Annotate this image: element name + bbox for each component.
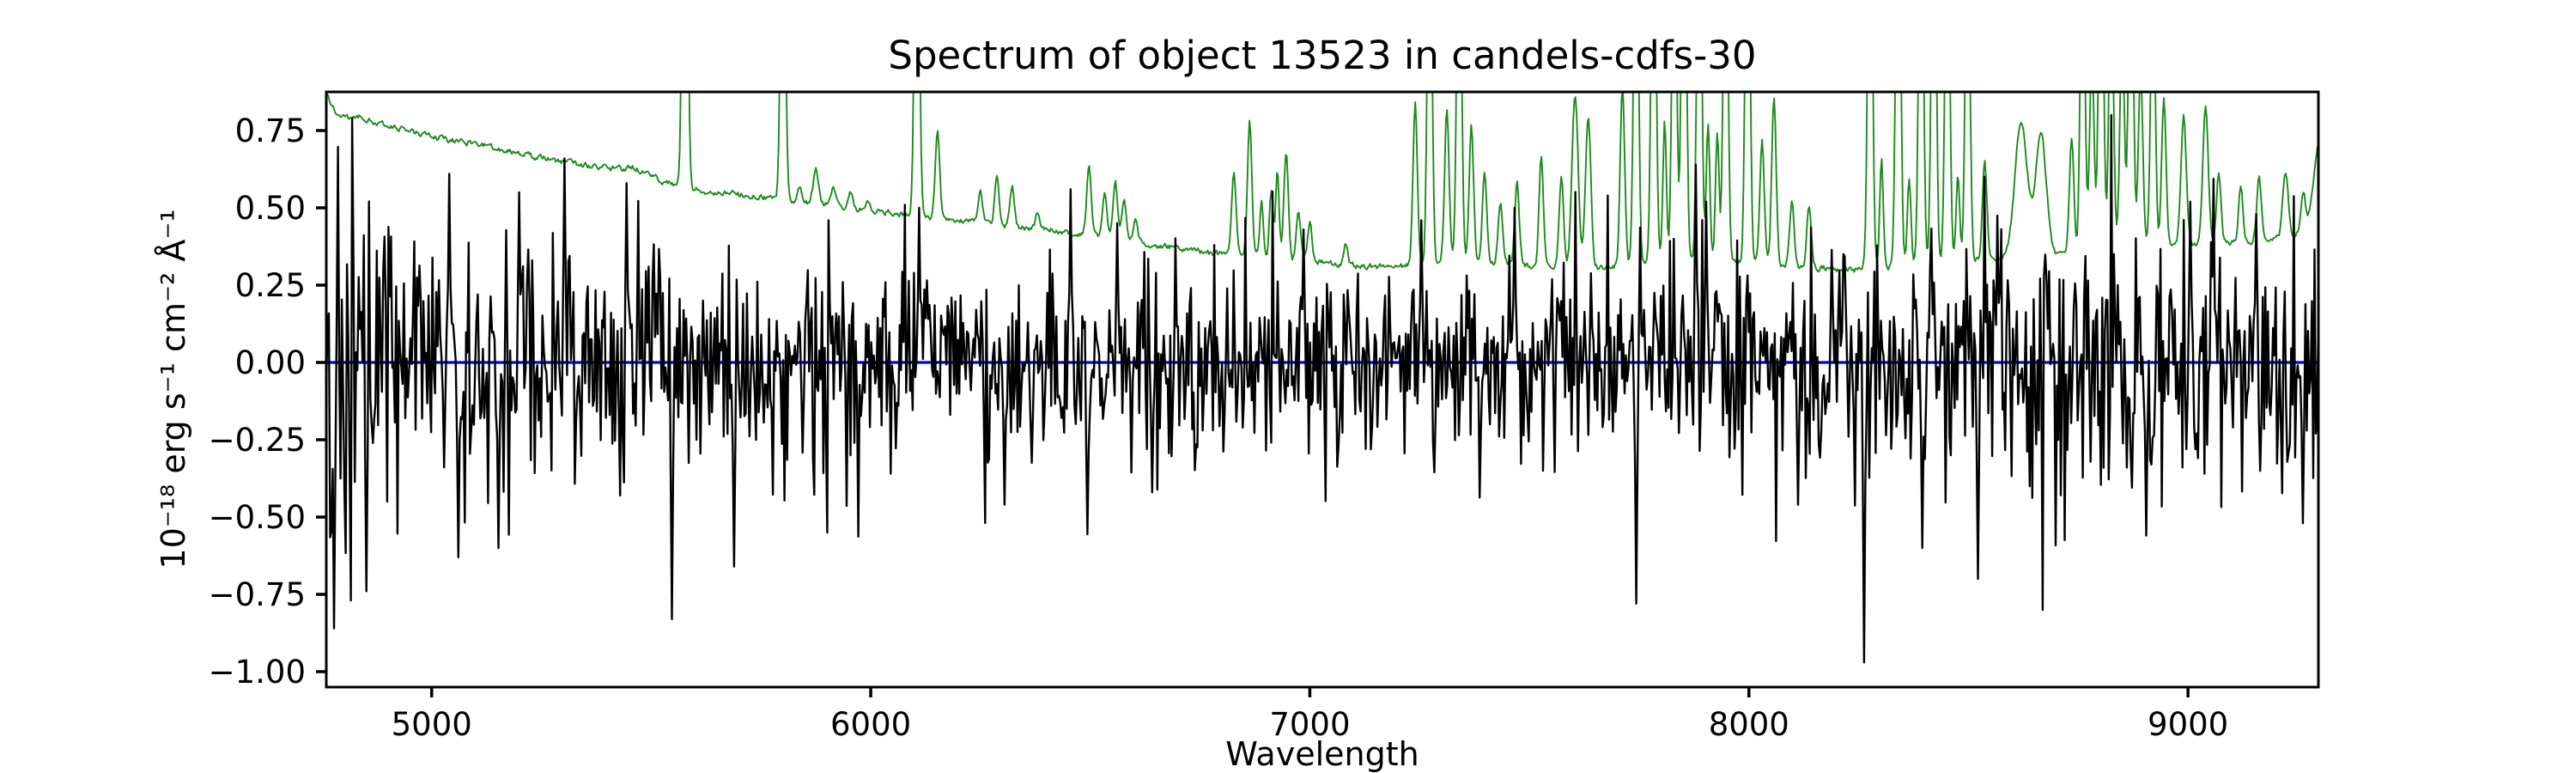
plot-frame [325,90,2320,689]
y-tick-label: −1.00 [209,654,306,691]
x-tick-label: 7000 [1269,706,1350,743]
x-axis-ticks: 5000 6000 7000 8000 9000 [392,687,2228,743]
y-tick-label: 0.50 [235,190,306,227]
y-tick-label: −0.50 [209,499,306,536]
x-axis-label: Wavelength [1225,735,1419,773]
y-tick-label: 0.00 [235,344,306,381]
plot-area [326,92,2318,664]
figure-title: Spectrum of object 13523 in candels-cdfs… [888,33,1756,78]
x-tick-label: 8000 [1709,706,1789,743]
y-tick-label: −0.75 [209,576,306,613]
noise-spectrum-line [326,92,2318,273]
y-axis-ticks: 0.75 0.50 0.25 0.00 −0.25 −0.50 −0.75 −1.00 [209,113,326,691]
x-tick-label: 9000 [2148,706,2228,743]
y-tick-label: 0.25 [235,267,306,304]
y-axis-label: 10⁻¹⁸ erg s⁻¹ cm⁻² Å⁻¹ [155,209,192,569]
x-tick-label: 6000 [830,706,911,743]
y-tick-label: 0.75 [235,113,306,149]
x-tick-label: 5000 [392,706,472,743]
flux-spectrum-line [326,113,2318,664]
y-tick-label: −0.25 [209,422,306,459]
